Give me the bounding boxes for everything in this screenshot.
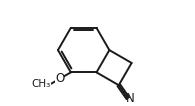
Text: CH₃: CH₃ bbox=[31, 79, 51, 89]
Text: N: N bbox=[126, 92, 135, 105]
Text: O: O bbox=[55, 72, 64, 85]
